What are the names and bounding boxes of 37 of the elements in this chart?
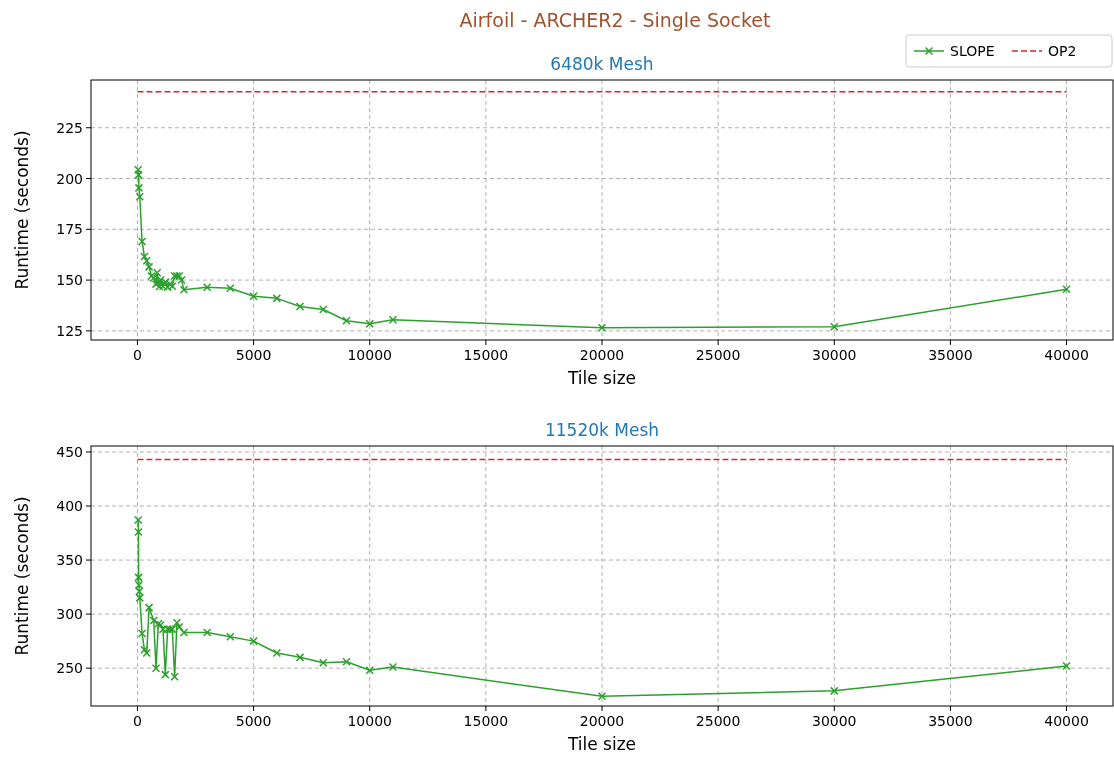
x-tick-label: 10000 — [347, 347, 392, 363]
x-tick-label: 25000 — [695, 347, 741, 363]
chart-subtitle: 6480k Mesh — [550, 54, 654, 74]
y-tick-label: 450 — [56, 443, 83, 460]
y-tick-label: 400 — [56, 498, 83, 514]
x-tick-label: 0 — [132, 713, 142, 729]
y-axis-title: Runtime (seconds) — [12, 496, 32, 656]
x-tick-label: 25000 — [695, 713, 741, 729]
y-tick-label: 250 — [56, 660, 83, 677]
chart-title: Airfoil - ARCHER2 - Single Socket — [459, 9, 771, 31]
legend-label: OP2 — [1048, 43, 1077, 59]
x-tick-label: 35000 — [928, 713, 973, 729]
x-tick-label: 5000 — [235, 347, 272, 363]
x-tick-label: 5000 — [235, 713, 272, 729]
x-tick-label: 20000 — [579, 713, 625, 729]
x-axis-title: Tile size — [566, 734, 637, 754]
y-tick-label: 175 — [56, 221, 83, 238]
x-tick-label: 10000 — [347, 713, 392, 729]
y-axis-title: Runtime (seconds) — [12, 130, 32, 290]
x-tick-label: 0 — [132, 347, 142, 363]
x-tick-label: 30000 — [812, 713, 857, 729]
x-tick-label: 30000 — [812, 347, 857, 363]
y-tick-label: 225 — [56, 119, 83, 136]
x-tick-label: 40000 — [1044, 347, 1089, 363]
x-tick-label: 40000 — [1044, 713, 1089, 729]
x-tick-label: 20000 — [579, 347, 625, 363]
y-tick-label: 350 — [56, 552, 83, 569]
x-tick-label: 35000 — [928, 347, 973, 363]
y-tick-label: 125 — [56, 322, 83, 339]
y-tick-label: 300 — [56, 606, 83, 623]
y-tick-label: 150 — [56, 272, 83, 289]
chart-title: 11520k Mesh — [544, 420, 660, 440]
x-tick-label: 15000 — [463, 347, 509, 363]
x-tick-label: 15000 — [463, 713, 509, 729]
legend-label: SLOPE — [950, 43, 995, 59]
y-tick-label: 200 — [56, 170, 83, 187]
x-axis-title: Tile size — [566, 368, 637, 388]
